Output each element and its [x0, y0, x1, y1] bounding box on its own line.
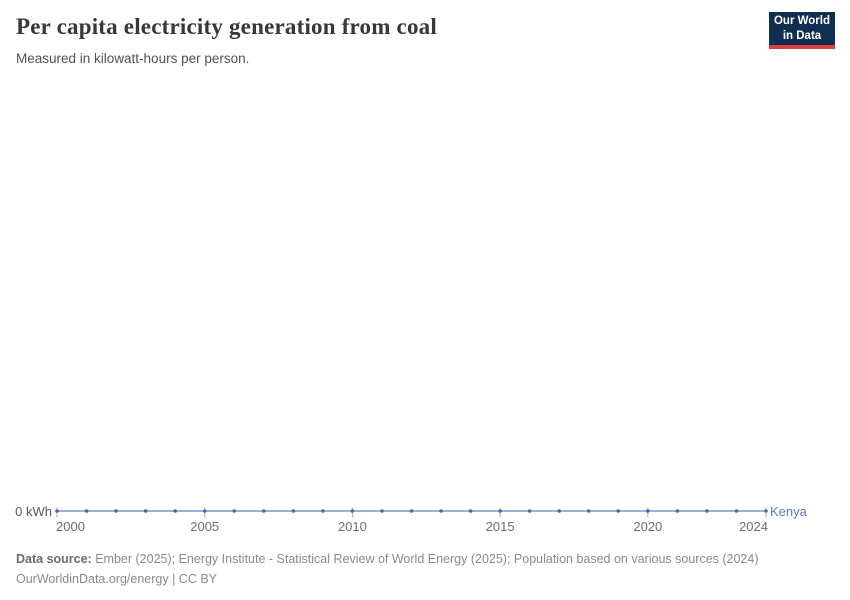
x-tick-label: 2024	[739, 519, 768, 534]
attribution-line: OurWorldinData.org/energy | CC BY	[16, 572, 218, 586]
data-source-text: Ember (2025); Energy Institute - Statist…	[91, 552, 759, 566]
data-source-line: Data source: Ember (2025); Energy Instit…	[16, 549, 836, 569]
x-tick-label: 2015	[486, 519, 515, 534]
x-tick-label: 2000	[56, 519, 85, 534]
owid-logo-line1: Our World	[773, 15, 830, 28]
owid-logo-line2: in Data	[782, 29, 822, 42]
data-source-label: Data source:	[16, 552, 92, 566]
chart-footer: Data source: Ember (2025); Energy Instit…	[16, 549, 836, 589]
entity-label-kenya[interactable]: Kenya	[770, 504, 807, 519]
x-tick-label: 2005	[190, 519, 219, 534]
owid-logo[interactable]: Our World in Data	[769, 12, 835, 49]
x-tick-label: 2020	[633, 519, 662, 534]
y-axis-zero-label: 0 kWh	[15, 504, 52, 519]
chart-title: Per capita electricity generation from c…	[16, 14, 437, 39]
x-tick-label: 2010	[338, 519, 367, 534]
chart-subtitle: Measured in kilowatt-hours per person.	[16, 51, 250, 66]
